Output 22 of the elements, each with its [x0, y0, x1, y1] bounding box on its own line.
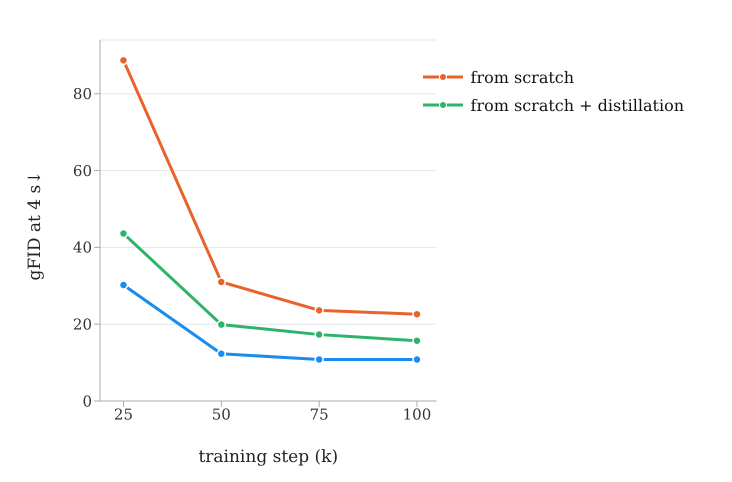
- x-tick-label: 100: [402, 406, 432, 424]
- x-axis-title: training step (k): [198, 447, 338, 467]
- point: [118, 56, 128, 66]
- point: [412, 354, 422, 364]
- y-tick-label: 60: [72, 162, 92, 180]
- x-tick-label: 50: [212, 406, 231, 424]
- point: [314, 354, 324, 364]
- legend-label: from scratch: [470, 68, 574, 86]
- point: [216, 277, 226, 287]
- y-tick-label: 80: [72, 85, 92, 104]
- y-tick-label: 40: [72, 238, 92, 257]
- point: [314, 306, 324, 316]
- x-tick-label: 25: [114, 406, 134, 424]
- x-tick-label: 75: [310, 406, 329, 424]
- point: [314, 330, 324, 340]
- point: [216, 320, 226, 330]
- y-axis-title: gFID at 4 s↓: [25, 170, 46, 280]
- y-tick-label: 20: [72, 316, 92, 334]
- point: [118, 280, 128, 290]
- legend-label: from scratch + distillation: [470, 96, 684, 114]
- y-tick-label: 0: [82, 392, 92, 410]
- point: [118, 228, 128, 238]
